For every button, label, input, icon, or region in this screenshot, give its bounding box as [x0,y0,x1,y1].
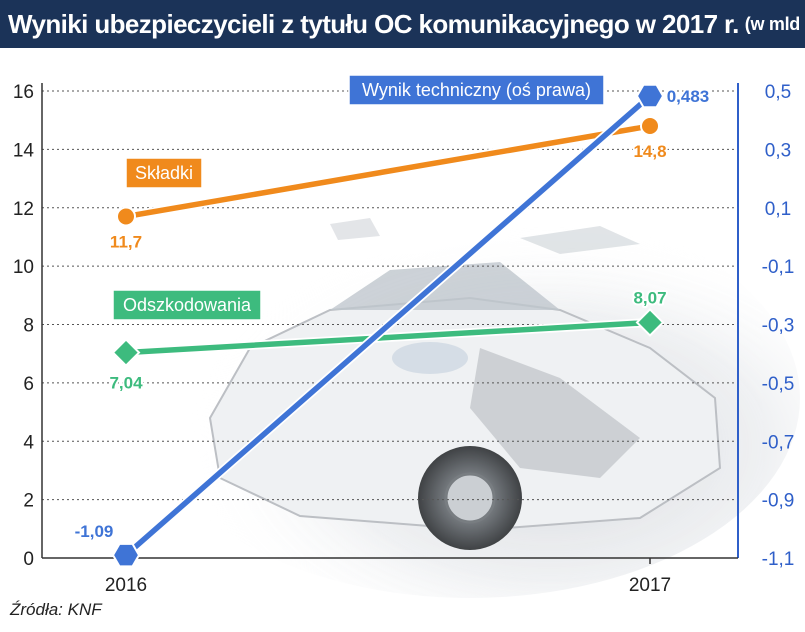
series-name-box: Składki [125,157,203,189]
right-tick-label: -0,1 [762,257,795,278]
left-tick-label: 10 [13,257,34,278]
series-hexagon: -1,09 0,483 Wynik techniczny (oś prawa) [73,74,711,568]
data-point [635,83,665,109]
series-line [123,123,653,220]
data-label: 7,04 [109,374,143,393]
series-diamond: 7,04 8,07 Odszkodowania [107,286,668,394]
x-tick-label: 2016 [105,575,147,596]
right-tick-label: -1,1 [762,549,795,570]
left-tick-label: 0 [23,549,34,570]
data-point [640,116,660,137]
data-label: 8,07 [633,288,666,307]
series-name-box: Wynik techniczny (oś prawa) [348,74,605,106]
right-tick-label: -0,5 [762,374,795,395]
left-tick-label: 12 [13,199,34,220]
data-label: -1,09 [75,522,114,541]
data-label: 14,8 [633,142,666,161]
left-tick-label: 2 [23,491,34,512]
background-car-image [140,198,800,598]
right-tick-label: -0,7 [762,432,795,453]
data-label: 0,483 [667,87,710,106]
axes: 0 2 4 6 8 10 12 14 16 -1,1 -0,9 -0,7 -0,5 -0,3 -0,1 0,1… [13,82,795,596]
series-name-label: Odszkodowania [123,295,252,315]
left-tick-label: 14 [13,140,35,161]
data-point [116,206,136,227]
series-line [123,93,653,558]
left-tick-label: 16 [13,82,34,103]
left-tick-label: 6 [23,374,34,395]
title-bar: Wyniki ubezpieczycieli z tytułu OC komun… [0,0,805,48]
chart-unit: (w mld zł) [744,13,805,34]
chart-plot: 0 2 4 6 8 10 12 14 16 -1,1 -0,9 -0,7 -0,5 -0,3 -0,1 0,1… [13,74,800,598]
series-name-bg [112,289,262,321]
right-tick-label: 0,5 [765,82,791,103]
series-name-bg [348,74,605,106]
right-tick-label: -0,3 [762,316,795,337]
left-tick-label: 4 [23,432,34,453]
series-name-box: Odszkodowania [112,289,262,321]
series-circle: 11,7 14,8 Składki [108,116,669,254]
series-name-label: Wynik techniczny (oś prawa) [362,80,591,100]
source-note: Źródła: KNF [10,600,102,619]
series-name-label: Składki [135,163,193,183]
right-tick-label: 0,1 [765,199,791,220]
series-layer: 11,714,8Składki7,048,07Odszkodowania-1,0… [73,74,711,568]
chart-title: Wyniki ubezpieczycieli z tytułu OC komun… [8,8,739,39]
data-point [635,308,665,337]
x-tick-label: 2017 [629,575,671,596]
data-point [111,338,141,367]
right-tick-label: 0,3 [765,140,791,161]
left-tick-label: 8 [23,316,34,337]
data-point [111,542,141,568]
series-name-bg [125,157,203,189]
right-tick-label: -0,9 [762,491,795,512]
data-label: 11,7 [110,233,142,252]
series-line [123,319,653,356]
